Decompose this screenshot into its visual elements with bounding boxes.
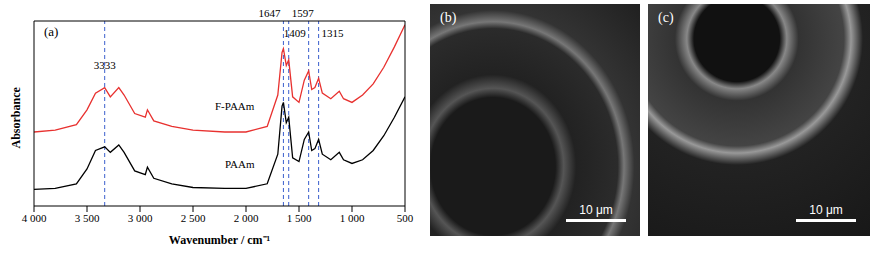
svg-text:1 000: 1 000	[340, 212, 365, 224]
svg-text:3 000: 3 000	[128, 212, 153, 224]
html-text:10 μm: 10 μm	[809, 203, 843, 217]
svg-text:3333: 3333	[94, 59, 117, 71]
html-text:PAAm: PAAm	[225, 158, 255, 170]
svg-text:1409: 1409	[284, 27, 307, 39]
svg-text:3 500: 3 500	[75, 212, 100, 224]
html-text:(b): (b)	[440, 10, 457, 25]
svg-text:Absorbance: Absorbance	[9, 86, 23, 148]
svg-text:1597: 1597	[292, 7, 315, 19]
html-text:F-PAAm: F-PAAm	[215, 100, 255, 112]
svg-text:4 000: 4 000	[22, 212, 47, 224]
svg-text:1315: 1315	[322, 27, 345, 39]
svg-text:1 500: 1 500	[287, 212, 312, 224]
svg-text:500: 500	[397, 212, 414, 224]
svg-text:1647: 1647	[258, 7, 281, 19]
svg-text:Wavenumber / cm⁻¹: Wavenumber / cm⁻¹	[169, 233, 271, 247]
html-text:(c): (c)	[658, 10, 674, 25]
svg-text:2 000: 2 000	[234, 212, 259, 224]
svg-text:2 500: 2 500	[181, 212, 206, 224]
html-text:(a): (a)	[44, 24, 59, 39]
html-text:10 μm: 10 μm	[579, 203, 613, 217]
